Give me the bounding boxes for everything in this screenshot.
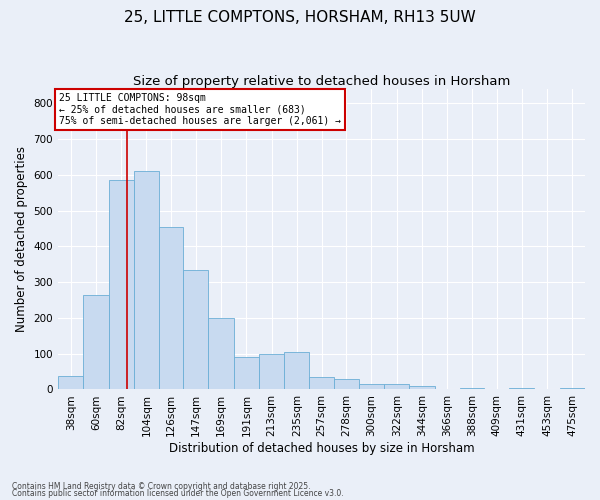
Bar <box>560 388 585 390</box>
Bar <box>58 376 83 390</box>
Bar <box>509 388 535 390</box>
Bar <box>359 384 384 390</box>
Bar <box>284 352 310 390</box>
Y-axis label: Number of detached properties: Number of detached properties <box>15 146 28 332</box>
Bar <box>109 180 134 390</box>
Bar <box>460 388 484 390</box>
Bar <box>134 172 159 390</box>
X-axis label: Distribution of detached houses by size in Horsham: Distribution of detached houses by size … <box>169 442 475 455</box>
Text: Contains HM Land Registry data © Crown copyright and database right 2025.: Contains HM Land Registry data © Crown c… <box>12 482 311 491</box>
Bar <box>233 358 259 390</box>
Bar <box>409 386 434 390</box>
Text: 25 LITTLE COMPTONS: 98sqm
← 25% of detached houses are smaller (683)
75% of semi: 25 LITTLE COMPTONS: 98sqm ← 25% of detac… <box>59 92 341 126</box>
Bar <box>310 377 334 390</box>
Title: Size of property relative to detached houses in Horsham: Size of property relative to detached ho… <box>133 75 510 88</box>
Bar <box>208 318 233 390</box>
Bar <box>334 378 359 390</box>
Text: Contains public sector information licensed under the Open Government Licence v3: Contains public sector information licen… <box>12 489 344 498</box>
Bar <box>159 227 183 390</box>
Bar <box>384 384 409 390</box>
Bar <box>259 354 284 390</box>
Text: 25, LITTLE COMPTONS, HORSHAM, RH13 5UW: 25, LITTLE COMPTONS, HORSHAM, RH13 5UW <box>124 10 476 25</box>
Bar <box>183 270 208 390</box>
Bar <box>83 294 109 390</box>
